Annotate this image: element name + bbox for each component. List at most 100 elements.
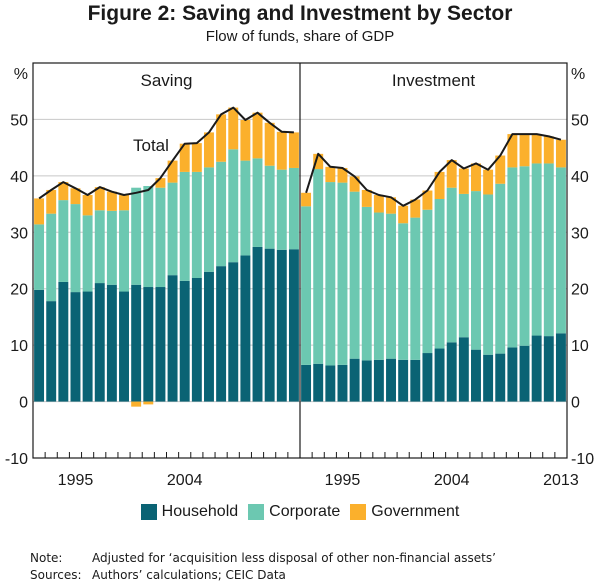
bar-household — [325, 365, 336, 402]
total-annotation: Total — [133, 136, 169, 155]
y-tick-label-right: 10 — [571, 338, 589, 355]
bar-household — [483, 354, 494, 402]
bar-corporate — [337, 182, 348, 365]
bar-government — [337, 167, 348, 183]
household-swatch — [140, 504, 157, 520]
bar-corporate — [143, 186, 154, 288]
bar-household — [58, 281, 69, 402]
y-tick-label-left: 0 — [19, 395, 28, 412]
x-tick-label: 2004 — [434, 472, 470, 489]
y-unit-label-right: % — [571, 66, 585, 83]
y-tick-label-right: 40 — [571, 169, 589, 186]
bar-corporate — [204, 167, 214, 272]
legend-item-household: Household — [140, 503, 238, 521]
bar-household — [167, 275, 178, 402]
bar-government — [143, 401, 154, 405]
bar-government — [325, 166, 336, 183]
bar-corporate — [34, 224, 45, 290]
bar-government — [507, 134, 518, 168]
figure-title: Figure 2: Saving and Investment by Secto… — [87, 2, 513, 25]
bar-government — [531, 134, 542, 164]
bar-government — [386, 197, 396, 214]
y-tick-label-right: 50 — [571, 112, 589, 129]
bar-government — [555, 139, 566, 168]
bar-household — [495, 353, 506, 402]
bar-household — [458, 337, 469, 402]
bar-government — [471, 163, 481, 192]
y-tick-label-left: 10 — [10, 338, 28, 355]
bar-household — [349, 358, 360, 402]
bar-government — [179, 143, 190, 172]
sources-text: Authors’ calculations; CEIC Data — [92, 568, 286, 582]
bar-government — [543, 136, 554, 164]
bar-household — [264, 248, 275, 402]
bar-corporate — [58, 200, 69, 282]
note-text: Adjusted for ‘acquisition less disposal … — [92, 551, 496, 565]
y-tick-label-left: 40 — [10, 169, 28, 186]
bar-corporate — [361, 206, 372, 361]
bar-household — [143, 287, 154, 402]
y-tick-label-right: 30 — [571, 225, 589, 242]
bar-household — [313, 363, 324, 402]
y-tick-label-right: -10 — [571, 451, 594, 468]
y-tick-label-right: 20 — [571, 282, 589, 299]
bar-government — [70, 188, 81, 205]
bar-government — [349, 176, 360, 192]
bar-corporate — [301, 206, 312, 365]
bar-government — [288, 132, 299, 168]
bar-corporate — [555, 167, 566, 334]
figure-subtitle: Flow of funds, share of GDP — [205, 28, 395, 45]
x-tick-label: 1995 — [58, 472, 94, 489]
bar-household — [471, 349, 481, 402]
bar-corporate — [434, 198, 445, 349]
bar-government — [495, 155, 506, 184]
bar-government — [58, 182, 69, 201]
bar-household — [155, 287, 166, 402]
bar-household — [422, 353, 433, 402]
bar-government — [131, 401, 142, 407]
bar-government — [228, 107, 239, 150]
legend-label: Government — [371, 503, 460, 520]
bar-corporate — [410, 217, 421, 360]
bar-corporate — [252, 158, 263, 247]
bar-corporate — [531, 163, 542, 336]
bar-government — [155, 178, 166, 188]
y-tick-label-left: 50 — [10, 112, 28, 129]
y-tick-label-left: 20 — [10, 282, 28, 299]
bar-government — [410, 199, 421, 218]
bar-household — [131, 284, 142, 402]
bar-government — [264, 122, 275, 166]
bar-government — [204, 132, 214, 168]
bar-household — [228, 262, 239, 402]
bar-government — [458, 168, 469, 194]
bar-government — [167, 160, 178, 183]
bar-household — [301, 364, 312, 402]
bar-corporate — [179, 171, 190, 281]
bar-household — [398, 359, 409, 402]
note-label: Note: — [30, 551, 63, 565]
bar-government — [82, 195, 93, 216]
total-line — [38, 106, 294, 200]
bar-corporate — [276, 169, 287, 250]
legend-label: Corporate — [269, 503, 341, 520]
y-tick-label-right: 0 — [571, 395, 580, 412]
sources-label: Sources: — [30, 568, 82, 582]
bar-household — [507, 347, 518, 402]
bar-government — [94, 187, 105, 211]
plot-frame — [32, 62, 568, 459]
bar-corporate — [495, 183, 506, 354]
bar-government — [519, 134, 530, 167]
bar-corporate — [119, 210, 129, 292]
bar-household — [191, 277, 202, 402]
bar-corporate — [216, 161, 227, 267]
corporate-swatch — [248, 504, 265, 520]
bars — [34, 107, 566, 407]
bar-corporate — [167, 182, 178, 276]
government-swatch — [350, 504, 367, 520]
bar-household — [70, 292, 81, 402]
x-tick-label: 2013 — [543, 472, 579, 489]
bar-government — [276, 131, 287, 170]
bar-government — [398, 205, 409, 224]
